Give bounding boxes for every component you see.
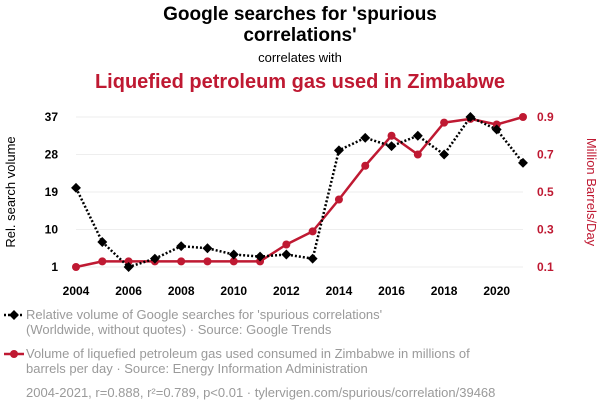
y-left-axis-label: Rel. search volume [3,136,18,247]
legend-marker-series2 [10,350,18,358]
chart-title-line1: Google searches for 'spurious [163,4,437,25]
x-tick-label: 2012 [273,284,300,298]
x-tick-label: 2004 [63,284,90,298]
y-left-tick-label: 28 [45,148,59,162]
y-right-tick-label: 0.3 [537,223,554,237]
data-point-lpg [308,227,317,236]
x-tick-label: 2006 [115,284,142,298]
y-left-tick-label: 1 [51,260,58,274]
data-point-searches [176,241,187,252]
chart-subtitle: correlates with [258,50,342,65]
data-point-searches [360,132,371,143]
chart-title-secondary: Liquefied petroleum gas used in Zimbabwe [95,71,505,93]
series-line-searches [74,115,524,269]
legend: Relative volume of Google searches for '… [4,307,470,376]
data-point-searches [518,157,528,168]
x-tick-label: 2014 [326,284,353,298]
footer-stats: 2004-2021, r=0.888, r²=0.789, p<0.01 · t… [26,385,495,400]
y-left-tick-label: 37 [45,110,59,124]
data-point-lpg [361,161,370,170]
x-tick-label: 2016 [378,284,405,298]
data-point-searches [255,251,266,262]
data-point-lpg [203,257,212,266]
data-point-lpg [519,113,527,121]
data-point-lpg [177,257,186,266]
series [71,112,528,272]
data-point-searches [123,262,134,272]
legend-label-series1-line2: (Worldwide, without quotes) · Source: Go… [26,322,332,337]
y-right-tick-label: 0.5 [537,185,554,199]
x-tick-label: 2010 [220,284,247,298]
data-point-searches [97,237,108,247]
x-tick-label: 2020 [483,284,510,298]
data-point-lpg [492,120,501,129]
legend-label-series1-line1: Relative volume of Google searches for '… [26,307,382,322]
x-tick-label: 2018 [431,284,458,298]
data-point-lpg [387,131,396,140]
data-point-lpg [440,118,449,127]
x-axis: 2004 2006 2008 2010 2012 2014 2016 2018 2020 [63,284,511,298]
data-point-lpg [413,150,422,159]
data-point-searches [202,243,213,254]
x-tick-label: 2008 [168,284,195,298]
y-right-tick-label: 0.1 [537,260,554,274]
right-axis: 0.9 0.7 0.5 0.3 0.1 [537,110,554,274]
data-point-searches [281,249,292,260]
data-point-searches [71,182,81,193]
legend-label-series2-line1: Volume of liquefied petroleum gas used c… [26,346,470,361]
data-point-lpg [98,257,107,266]
y-left-tick-label: 10 [45,223,59,237]
data-point-searches [439,149,450,160]
left-axis: 37 28 19 10 1 [45,110,59,274]
data-point-lpg [229,257,238,266]
data-point-lpg [72,263,80,271]
y-right-axis-label: Million Barrels/Day [584,138,599,247]
y-right-tick-label: 0.9 [537,110,554,124]
data-point-searches [149,253,160,264]
y-right-tick-label: 0.7 [537,148,554,162]
chart-title-line2: correlations' [243,25,356,46]
series-line-lpg [75,115,524,269]
legend-label-series2-line2: barrels per day · Source: Energy Informa… [26,361,368,376]
data-point-lpg [334,195,343,204]
data-point-searches [412,130,423,141]
data-point-lpg [282,240,291,249]
data-point-searches [386,141,397,152]
data-point-searches [228,249,239,260]
data-point-searches [307,253,318,264]
data-point-searches [333,145,344,156]
y-left-tick-label: 19 [45,185,59,199]
legend-marker-series1 [9,310,19,320]
